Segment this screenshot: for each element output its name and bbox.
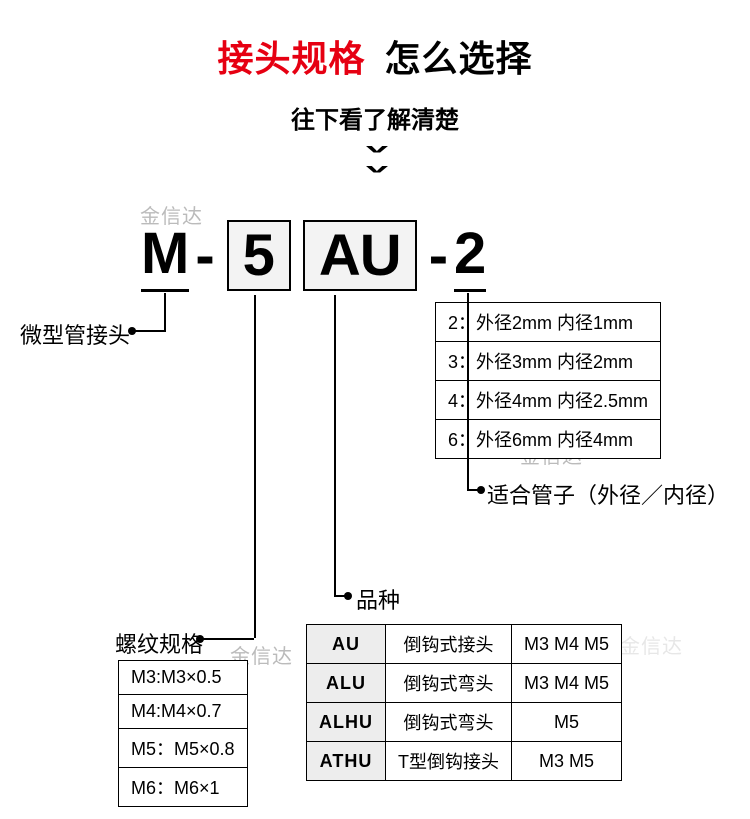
table-row: AU 倒钩式接头 M3 M4 M5 [307,625,622,664]
connector-dot [344,592,352,600]
connector-line [164,293,166,331]
code-seg-m: M [141,220,189,292]
cell-sizes: M3 M4 M5 [512,625,622,664]
connector-line [200,638,254,640]
connector-dot [477,486,485,494]
cell-name: T型倒钩接头 [386,742,512,781]
table-row: M4:M4×0.7 [119,695,247,729]
table-row: 4：外径4mm 内径2.5mm [436,381,660,420]
cell-sizes: M3 M4 M5 [512,664,622,703]
connector-line [334,295,336,595]
table-row: M6：M6×1 [119,768,247,806]
page-title: 接头规格 怎么选择 [0,0,750,82]
code-dash: - [423,222,454,289]
label-variety: 品种 [356,583,400,615]
cell-code: ATHU [307,742,386,781]
arrow-glyph: v [0,163,750,175]
code-seg-2: 2 [454,220,486,292]
code-dash: - [189,222,220,289]
table-row: ALHU 倒钩式弯头 M5 [307,703,622,742]
code-seg-5: 5 [227,220,291,291]
cell-code: AU [307,625,386,664]
table-row: 6：外径6mm 内径4mm [436,420,660,458]
cell-name: 倒钩式弯头 [386,703,512,742]
connector-line [254,295,256,638]
thread-spec-table: M3:M3×0.5 M4:M4×0.7 M5：M5×0.8 M6：M6×1 [118,660,248,807]
label-micro-joint: 微型管接头 [20,318,130,350]
connector-line [132,330,166,332]
cell-code: ALHU [307,703,386,742]
connector-dot [128,327,136,335]
arrow-glyph: v [0,143,750,155]
variety-table: AU 倒钩式接头 M3 M4 M5 ALU 倒钩式弯头 M3 M4 M5 ALH… [306,624,622,781]
label-thread-spec: 螺纹规格 [115,627,203,659]
cell-sizes: M5 [512,703,622,742]
title-black: 怎么选择 [385,38,533,79]
connector-line [467,293,469,490]
label-tube-fit: 适合管子（外径／内径） [487,478,729,510]
table-row: 2：外径2mm 内径1mm [436,303,660,342]
page-subtitle: 往下看了解清楚 [0,100,750,135]
watermark: 金信达 [620,630,683,659]
table-row: M3:M3×0.5 [119,661,247,695]
title-red: 接头规格 [217,38,365,79]
cell-code: ALU [307,664,386,703]
cell-name: 倒钩式接头 [386,625,512,664]
cell-sizes: M3 M5 [512,742,622,781]
cell-name: 倒钩式弯头 [386,664,512,703]
down-arrows: v v [0,139,750,179]
table-row: M5：M5×0.8 [119,729,247,768]
table-row: ATHU T型倒钩接头 M3 M5 [307,742,622,781]
table-row: ALU 倒钩式弯头 M3 M4 M5 [307,664,622,703]
model-code: M-5AU-2 [141,218,486,292]
code-seg-au: AU [303,220,417,291]
table-row: 3：外径3mm 内径2mm [436,342,660,381]
